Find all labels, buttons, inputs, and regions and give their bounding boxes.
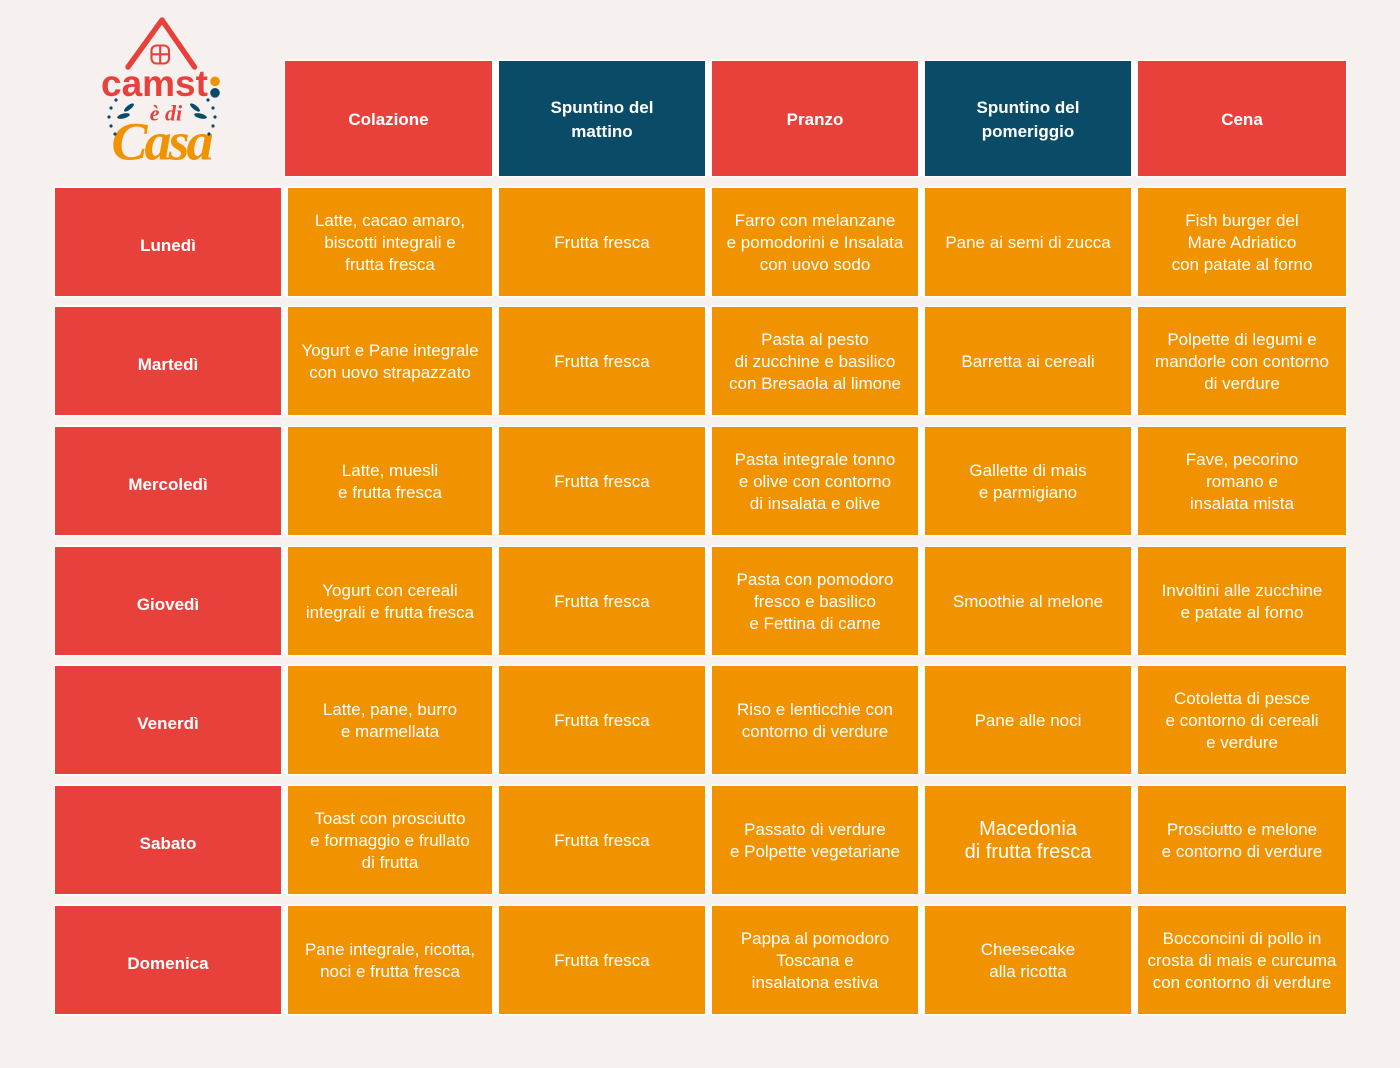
svg-text:Casa: Casa [111,112,212,172]
svg-text:è di: è di [150,101,183,126]
svg-text:camst: camst [101,63,208,104]
